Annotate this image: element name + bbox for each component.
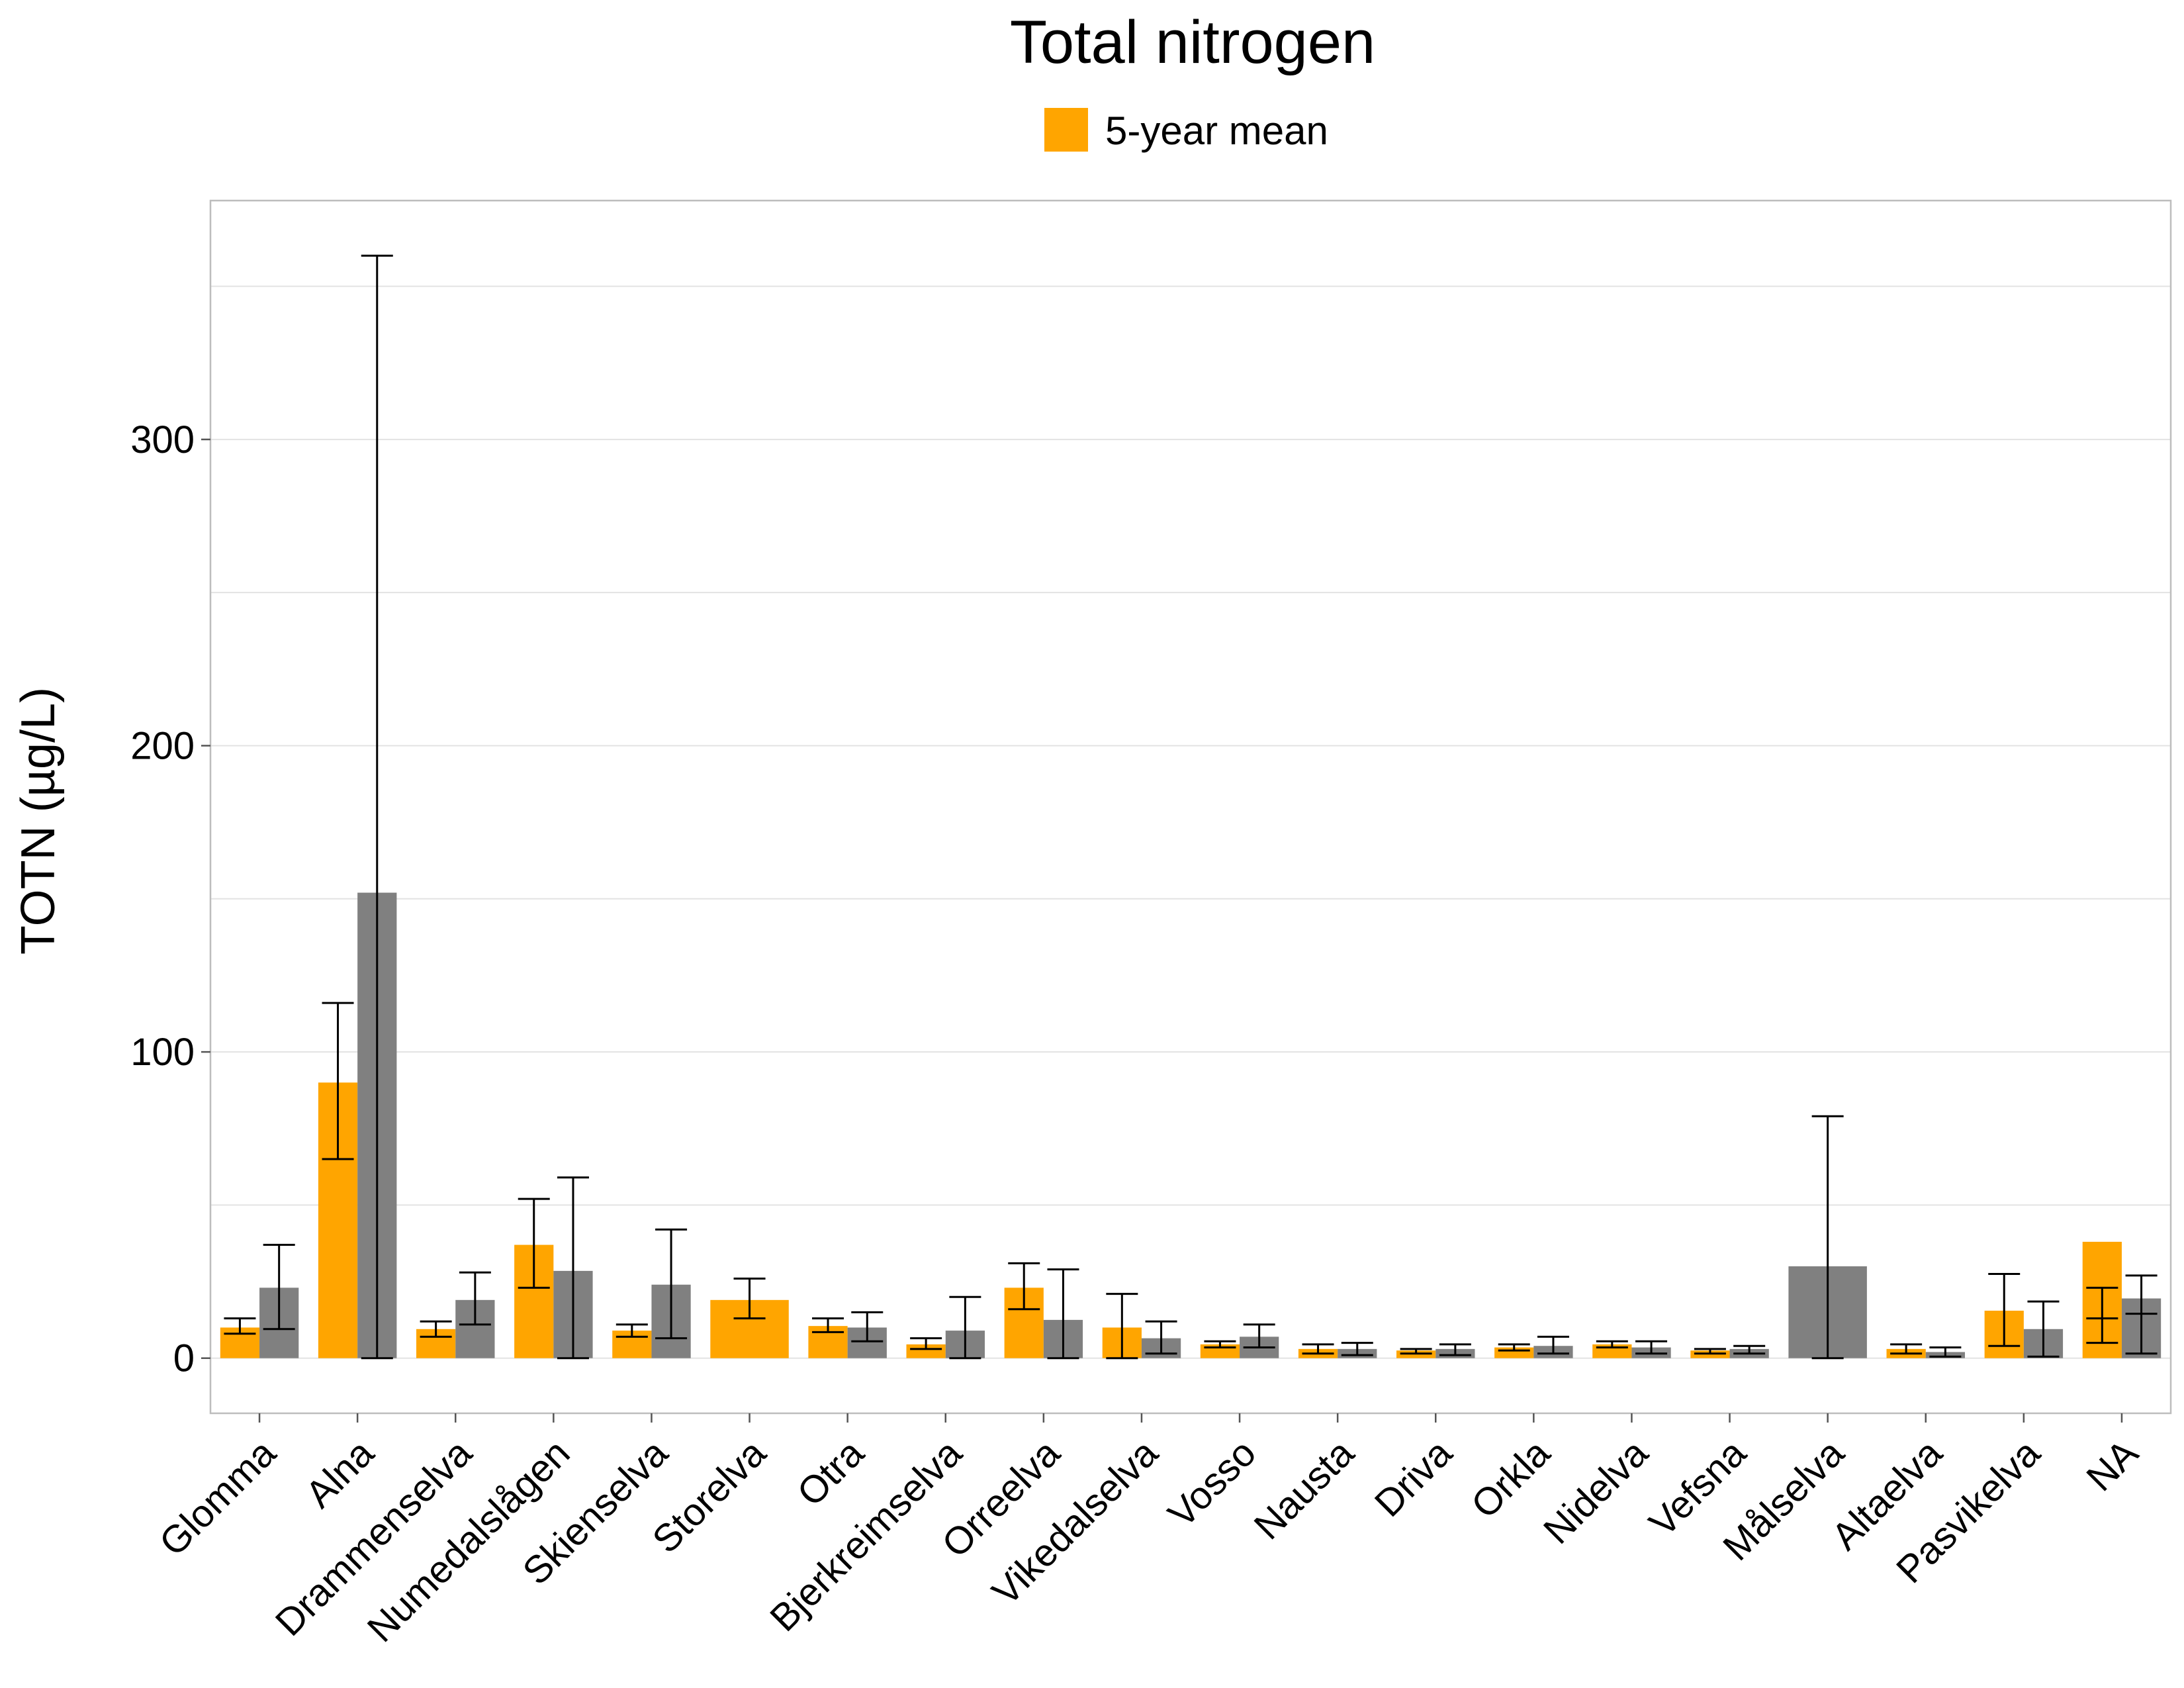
x-tick-label-alna: Alna (297, 1431, 383, 1517)
x-tick-label-na: NA (2078, 1431, 2146, 1499)
plot-panel-border (209, 199, 2172, 1415)
y-axis-label: TOTN (µg/L) (12, 687, 65, 955)
y-tick-label: 300 (130, 418, 195, 461)
bar-bjerkreimselva-series-0 (906, 1344, 946, 1358)
bars (220, 892, 2161, 1358)
y-axis: 0 100 200 300 (130, 418, 210, 1380)
y-tick-label: 200 (130, 724, 195, 767)
error-bars (224, 254, 2158, 1360)
legend: 5-year mean (1044, 108, 1328, 153)
chart-title: Total nitrogen (1010, 9, 1375, 76)
x-axis: Glomma AlnaDrammenselvaNumedalslågenSkien… (151, 1413, 2146, 1650)
y-tick-label: 0 (173, 1337, 195, 1380)
x-tick-label-otra: Otra (789, 1431, 872, 1515)
x-tick-label-driva: Driva (1367, 1431, 1461, 1525)
x-tick-label-nausta: Nausta (1246, 1431, 1362, 1548)
y-tick-label: 100 (130, 1031, 195, 1074)
x-tick-label-nidelva: Nidelva (1535, 1431, 1657, 1552)
gridlines (210, 285, 2171, 1359)
legend-swatch (1044, 108, 1088, 152)
legend-label: 5-year mean (1105, 109, 1328, 153)
x-tick-label-glomma: Glomma (151, 1431, 284, 1564)
